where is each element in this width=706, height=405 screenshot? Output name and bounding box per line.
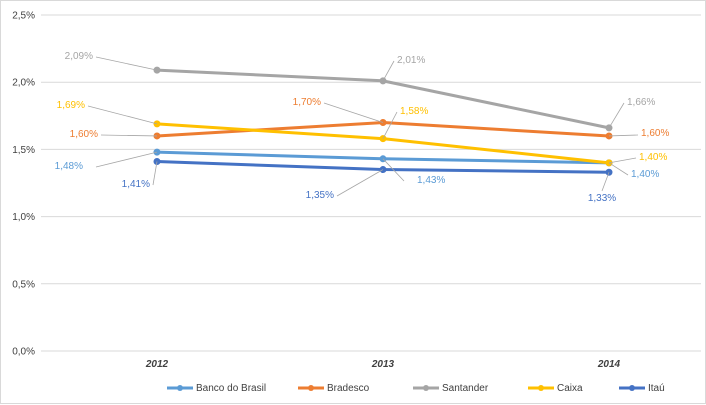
- leader-line: [323, 102, 384, 123]
- data-label: 1,48%: [55, 161, 83, 172]
- data-label: 1,41%: [122, 179, 150, 190]
- leader-line: [336, 169, 384, 197]
- data-label: 1,33%: [588, 193, 616, 204]
- y-tick-label: 2,5%: [12, 11, 35, 22]
- leader-line: [382, 158, 405, 182]
- y-tick-label: 2,0%: [12, 78, 35, 89]
- data-label: 1,40%: [639, 152, 667, 163]
- legend-marker: [538, 385, 544, 391]
- leader-line: [382, 111, 398, 139]
- y-tick-label: 0,5%: [12, 279, 35, 290]
- leader-line: [601, 172, 610, 192]
- data-label: 1,66%: [627, 97, 655, 108]
- leader-line: [608, 162, 629, 176]
- leader-line: [95, 151, 158, 168]
- legend-marker: [629, 385, 635, 391]
- data-label: 1,40%: [631, 169, 659, 180]
- data-label: 1,60%: [641, 128, 669, 139]
- y-tick-label: 1,5%: [12, 145, 35, 156]
- legend-label: Caixa: [557, 383, 583, 394]
- leader-line: [100, 134, 158, 137]
- y-tick-label: 0,0%: [12, 347, 35, 358]
- data-label: 1,58%: [400, 106, 428, 117]
- legend-marker: [423, 385, 429, 391]
- data-label: 1,70%: [293, 97, 321, 108]
- leader-line: [87, 105, 158, 125]
- y-tick-label: 1,0%: [12, 212, 35, 223]
- data-label: 1,43%: [417, 175, 445, 186]
- data-label: 2,01%: [397, 55, 425, 66]
- leader-line: [382, 60, 395, 82]
- x-tick-label: 2014: [597, 359, 621, 370]
- leader-line: [608, 157, 637, 164]
- leader-line: [608, 102, 625, 129]
- legend-marker: [177, 385, 183, 391]
- leader-line: [152, 161, 158, 186]
- data-label: 1,69%: [57, 100, 85, 111]
- data-label: 1,60%: [70, 129, 98, 140]
- x-tick-label: 2012: [145, 359, 169, 370]
- legend-label: Itaú: [648, 383, 665, 394]
- leader-line: [95, 56, 158, 71]
- data-label: 2,09%: [65, 51, 93, 62]
- legend-marker: [308, 385, 314, 391]
- legend-label: Banco do Brasil: [196, 383, 266, 394]
- data-label: 1,35%: [306, 190, 334, 201]
- x-tick-label: 2013: [371, 359, 395, 370]
- leader-line: [608, 134, 639, 137]
- legend-label: Bradesco: [327, 383, 370, 394]
- legend-label: Santander: [442, 383, 489, 394]
